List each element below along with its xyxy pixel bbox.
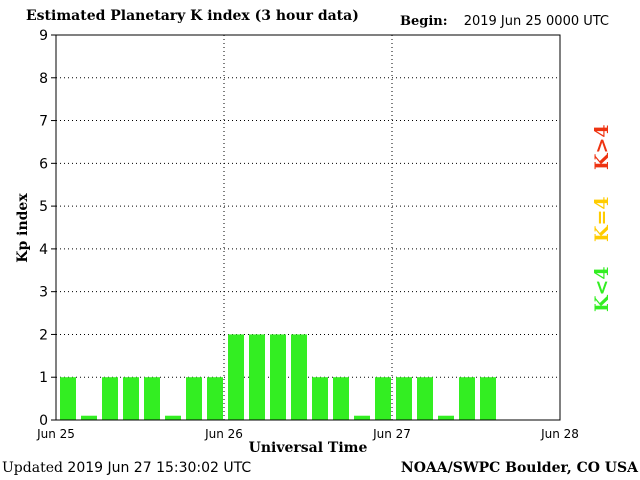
kp-bar [165, 415, 181, 420]
x-tick-label: Jun 28 [540, 427, 579, 441]
grid-lines [56, 35, 560, 420]
legend-item-k-equal-4: K=4 [591, 196, 613, 242]
y-tick-label: 0 [39, 413, 48, 429]
kp-bar [333, 377, 349, 420]
kp-bar [249, 334, 265, 420]
kp-bar [480, 377, 496, 420]
y-tick-label: 6 [39, 156, 48, 172]
y-tick-label: 4 [39, 242, 48, 258]
axes: 0 1 2 3 4 5 6 7 8 9 Jun 25 Jun 26 Jun 27 Jun 28 [36, 28, 579, 441]
kp-bar [291, 334, 307, 420]
kp-bar [207, 377, 223, 420]
kp-bar [123, 377, 139, 420]
begin-label: Begin: [400, 14, 448, 29]
begin-info: Begin: 2019 Jun 25 0000 UTC [400, 14, 609, 29]
kp-bar [312, 377, 328, 420]
y-tick-label: 2 [39, 327, 48, 343]
kp-bar [102, 377, 118, 420]
legend-item-k-above-4: K>4 [591, 124, 613, 170]
legend-item-k-below-4: K<4 [591, 266, 613, 312]
x-axis-label: Universal Time [249, 440, 368, 456]
kp-bar [228, 334, 244, 420]
updated-label: Updated [2, 460, 63, 476]
kp-bar [438, 415, 454, 420]
updated-info: Updated 2019 Jun 27 15:30:02 UTC [2, 460, 251, 476]
y-tick-label: 9 [39, 28, 48, 44]
y-tick-label: 3 [39, 285, 48, 301]
updated-value: 2019 Jun 27 15:30:02 UTC [67, 460, 252, 476]
credit-text: NOAA/SWPC Boulder, CO USA [400, 460, 638, 476]
plot-frame [55, 34, 561, 421]
kp-bar [186, 377, 202, 420]
x-tick-label: Jun 27 [372, 427, 411, 441]
bars [60, 334, 496, 420]
y-tick-label: 8 [39, 71, 48, 87]
kp-bar [396, 377, 412, 420]
chart-title: Estimated Planetary K index (3 hour data… [26, 8, 359, 24]
y-tick-label: 7 [39, 114, 48, 130]
kp-bar [354, 415, 370, 420]
kp-bar [417, 377, 433, 420]
y-axis-label: Kp index [15, 193, 31, 263]
kp-bar [459, 377, 475, 420]
kp-bar [270, 334, 286, 420]
y-tick-label: 1 [39, 370, 48, 386]
kp-bar [375, 377, 391, 420]
kp-bar [144, 377, 160, 420]
x-tick-label: Jun 25 [36, 427, 75, 441]
kp-bar [60, 377, 76, 420]
y-tick-label: 5 [39, 199, 48, 215]
x-tick-label: Jun 26 [204, 427, 243, 441]
kp-bar [81, 415, 97, 420]
begin-value: 2019 Jun 25 0000 UTC [463, 14, 610, 29]
